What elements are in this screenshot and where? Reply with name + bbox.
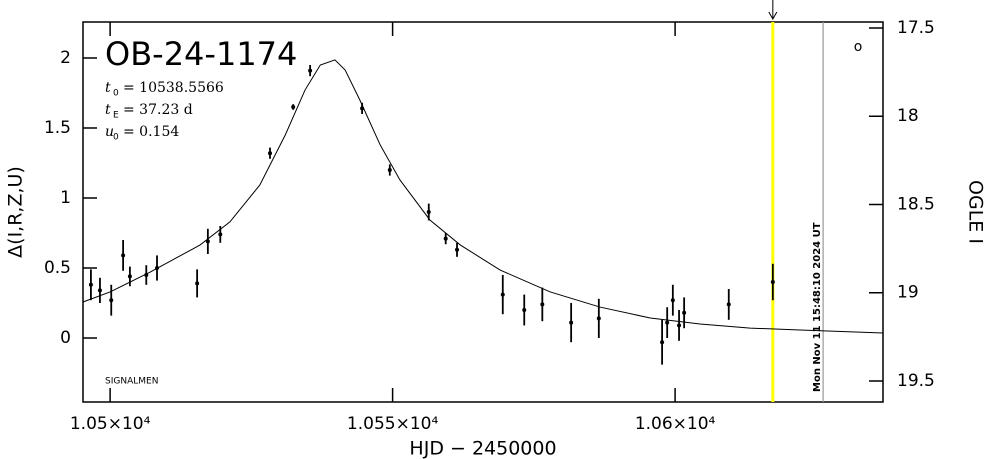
y-tick-label: 1	[60, 188, 71, 208]
model-curve	[82, 59, 884, 334]
data-point	[291, 104, 296, 109]
y2-tick-label: 18	[897, 106, 919, 126]
data-point	[500, 292, 505, 297]
y-tick-label: 2	[60, 48, 71, 68]
data-point	[726, 302, 731, 307]
data-point	[308, 68, 313, 73]
data-point	[596, 316, 601, 321]
param-subscript: 0	[113, 89, 119, 99]
param-subscript: 0	[113, 133, 119, 143]
data-point	[455, 247, 460, 252]
data-point	[443, 236, 448, 241]
x-tick-label: 1.055×10⁴	[347, 414, 439, 434]
y2-tick-label: 19	[897, 283, 919, 303]
data-point	[218, 232, 223, 237]
param-symbol: t	[105, 80, 111, 96]
data-point	[677, 323, 682, 328]
data-point	[770, 280, 775, 285]
y2-tick-label: 17.5	[897, 18, 935, 38]
data-point	[109, 298, 114, 303]
param-symbol: u	[105, 124, 114, 140]
y2-tick-label: 19.5	[897, 371, 935, 391]
marker-label: Mon Nov 11 15:48:10 2024 UT	[812, 222, 823, 392]
data-point	[144, 273, 149, 278]
data-point	[540, 302, 545, 307]
note: SIGNALMEN	[105, 377, 158, 387]
param-subscript: E	[113, 111, 119, 121]
data-point	[569, 320, 574, 325]
data-point	[268, 151, 273, 156]
data-point	[426, 210, 431, 214]
x-tick-label: 1.06×10⁴	[635, 414, 716, 434]
data-point	[127, 274, 132, 279]
param-text: = 10538.5566	[123, 80, 224, 96]
y-tick-label: 0	[60, 328, 71, 348]
data-point	[205, 239, 210, 244]
data-point	[660, 340, 665, 345]
y2-tick-label: 18.5	[897, 194, 935, 214]
data-point	[121, 253, 126, 258]
data-point	[387, 167, 392, 172]
data-point	[97, 288, 102, 293]
x-axis-label: HJD − 2450000	[409, 438, 556, 459]
data-point	[670, 298, 675, 303]
y-tick-label: 0.5	[44, 258, 71, 278]
data-point	[665, 320, 670, 325]
param-text: = 0.154	[123, 124, 179, 140]
data-point	[88, 282, 93, 287]
x-tick-label: 1.05×10⁴	[70, 414, 151, 434]
y2-axis-label: OGLE I	[965, 180, 986, 244]
y-axis-label: Δ(I,R,Z,U)	[5, 166, 27, 258]
data-point	[360, 106, 365, 111]
y-tick-label: 1.5	[44, 118, 71, 138]
symbol: o	[854, 39, 863, 55]
param-symbol: t	[105, 102, 111, 118]
plot-frame	[82, 21, 884, 403]
data-point	[522, 308, 527, 313]
marker-arrow	[768, 0, 778, 21]
param-text: = 37.23 d	[123, 102, 193, 118]
data-point	[682, 310, 687, 315]
chart-title: OB-24-1174	[105, 35, 297, 73]
data-point	[155, 266, 160, 271]
data-point	[195, 281, 200, 286]
